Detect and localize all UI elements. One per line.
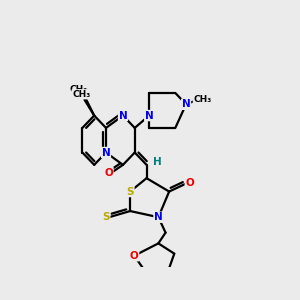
Text: N: N [145, 111, 154, 121]
Text: CH₃: CH₃ [72, 90, 91, 99]
Text: CH₃: CH₃ [194, 95, 211, 104]
Text: S: S [126, 187, 134, 196]
Text: N: N [118, 111, 127, 121]
Text: S: S [102, 212, 110, 222]
Text: O: O [130, 251, 139, 261]
Text: O: O [185, 178, 194, 188]
Text: N: N [102, 148, 110, 158]
Text: H: H [153, 157, 162, 167]
Text: CH₃: CH₃ [69, 85, 88, 94]
Text: O: O [104, 167, 113, 178]
Text: N: N [182, 99, 190, 109]
Text: N: N [154, 212, 163, 222]
